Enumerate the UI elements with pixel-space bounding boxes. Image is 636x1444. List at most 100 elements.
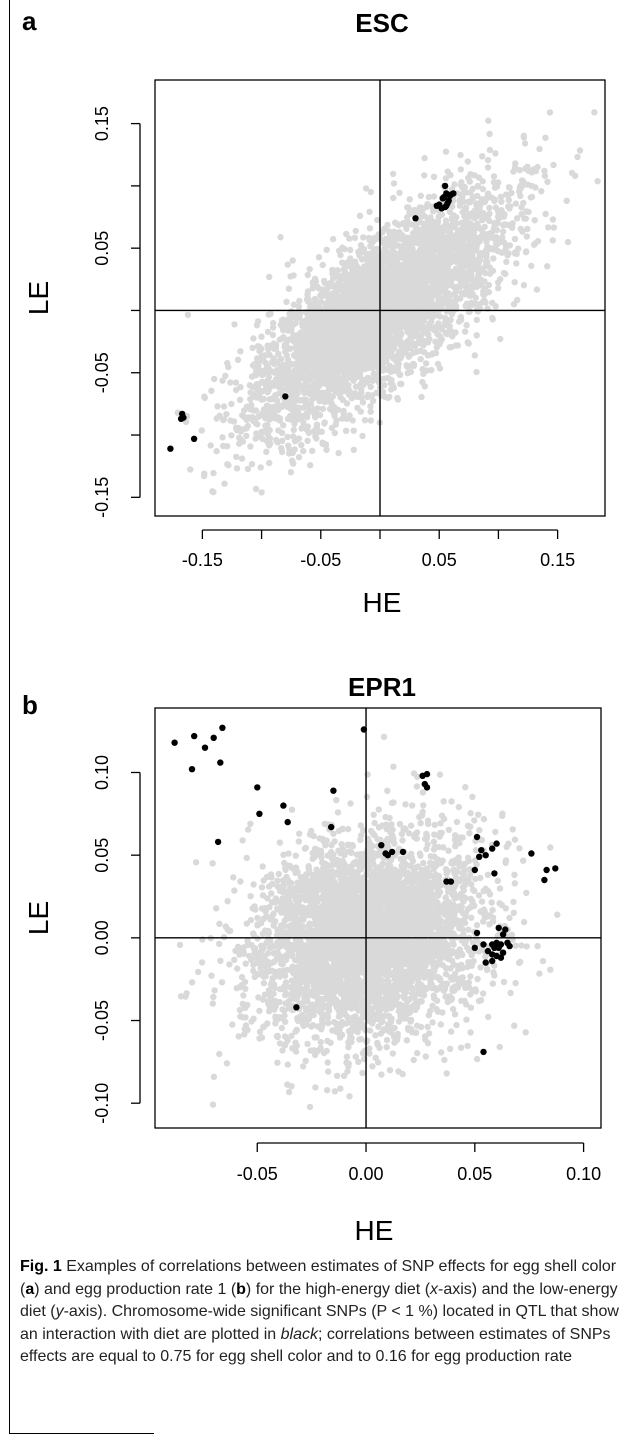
background-point	[517, 192, 524, 199]
background-point	[395, 279, 402, 286]
background-point	[321, 277, 328, 285]
background-point	[253, 366, 260, 374]
background-point	[303, 323, 310, 331]
background-point	[454, 228, 462, 235]
background-point	[346, 361, 353, 368]
background-point	[464, 158, 471, 165]
background-point	[374, 216, 381, 224]
background-point	[327, 361, 335, 368]
background-point	[210, 993, 217, 1001]
background-point	[429, 258, 436, 265]
background-point	[309, 395, 316, 403]
background-points-esc	[174, 109, 601, 496]
background-point	[359, 432, 366, 440]
background-point	[416, 248, 423, 255]
background-point	[525, 167, 532, 174]
background-point	[356, 212, 364, 219]
background-point	[359, 339, 367, 346]
background-point	[347, 289, 355, 296]
background-point	[448, 257, 455, 265]
background-point	[337, 1085, 344, 1092]
background-point	[274, 414, 282, 421]
background-point	[256, 347, 263, 355]
background-point	[435, 320, 442, 327]
background-point	[406, 257, 413, 265]
background-point	[475, 301, 482, 308]
background-point	[512, 942, 519, 949]
background-point	[422, 246, 430, 253]
background-point	[340, 290, 347, 297]
background-point	[269, 331, 277, 339]
background-point	[437, 1021, 444, 1028]
background-point	[541, 167, 548, 175]
background-point	[184, 311, 192, 319]
background-point	[441, 225, 448, 232]
background-point	[447, 171, 454, 179]
background-point	[425, 1030, 433, 1037]
background-point	[380, 359, 387, 367]
background-point	[486, 210, 493, 217]
background-point	[421, 154, 428, 162]
background-point	[366, 334, 374, 341]
background-point	[429, 248, 436, 255]
background-point	[233, 453, 240, 460]
background-point	[420, 370, 427, 377]
background-point	[395, 320, 402, 327]
background-point	[302, 401, 310, 408]
background-point	[493, 226, 501, 234]
background-point	[279, 1047, 286, 1054]
background-point	[430, 304, 437, 311]
background-point	[314, 380, 321, 387]
background-point	[303, 296, 311, 303]
background-point	[287, 469, 295, 476]
background-point	[356, 252, 363, 259]
background-point	[506, 914, 513, 922]
background-point	[442, 315, 449, 323]
background-point	[459, 272, 467, 279]
background-point	[302, 336, 310, 344]
background-point	[310, 331, 317, 339]
background-point	[359, 399, 367, 406]
background-point	[460, 251, 467, 258]
background-point	[254, 343, 262, 350]
background-point	[467, 233, 474, 240]
background-point	[244, 422, 251, 430]
background-point	[319, 439, 326, 446]
background-point	[485, 117, 492, 124]
background-point	[427, 214, 434, 221]
background-point	[384, 242, 392, 249]
background-point	[351, 299, 358, 307]
background-point	[523, 943, 530, 950]
background-point	[492, 150, 499, 157]
background-point	[266, 384, 273, 391]
background-point	[360, 234, 367, 241]
background-point	[449, 275, 456, 282]
background-point	[484, 164, 492, 171]
background-point	[344, 296, 351, 303]
background-point	[456, 202, 464, 209]
background-point	[550, 224, 558, 231]
background-point	[322, 334, 330, 341]
background-point	[446, 344, 453, 351]
background-point	[300, 385, 307, 393]
background-point	[233, 465, 241, 472]
background-point	[339, 310, 347, 318]
background-point	[400, 284, 407, 291]
background-point	[440, 844, 447, 851]
background-point	[274, 374, 282, 382]
background-point	[576, 147, 584, 154]
background-point	[380, 270, 388, 277]
background-point	[269, 324, 277, 331]
background-point	[489, 980, 496, 987]
background-point	[201, 470, 208, 477]
background-point	[503, 258, 510, 266]
background-point	[351, 234, 359, 241]
highlight-points-esc	[167, 182, 457, 452]
background-point	[462, 280, 469, 287]
background-point	[435, 296, 442, 303]
background-point	[486, 130, 493, 138]
background-point	[275, 390, 283, 397]
background-point	[336, 333, 343, 340]
background-point	[463, 321, 470, 329]
background-point	[368, 277, 375, 284]
